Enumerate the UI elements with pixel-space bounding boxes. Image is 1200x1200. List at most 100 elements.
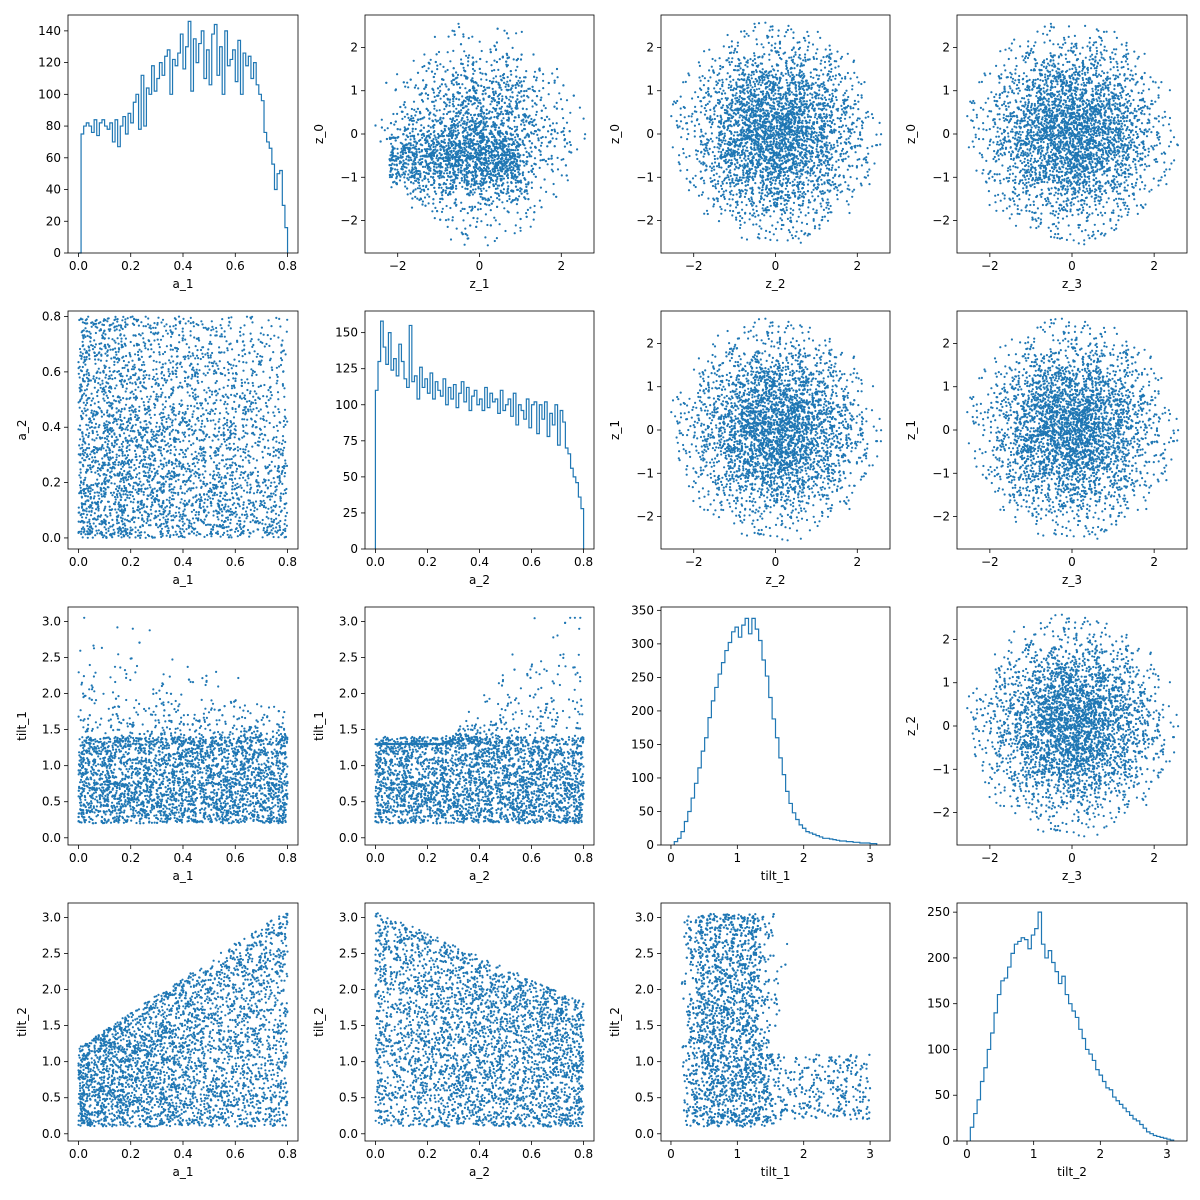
scatter-point — [439, 85, 441, 87]
scatter-point — [518, 195, 520, 197]
scatter-point — [477, 85, 479, 87]
scatter-point — [412, 144, 414, 146]
scatter-point — [463, 50, 465, 52]
scatter-point — [475, 120, 477, 122]
scatter-point — [438, 177, 440, 179]
scatter-point — [530, 118, 532, 120]
scatter-point — [471, 183, 473, 185]
scatter-point — [456, 136, 458, 138]
scatter-point — [407, 173, 409, 175]
scatter-point — [474, 102, 476, 104]
scatter-point — [452, 50, 454, 52]
scatter-point — [491, 159, 493, 161]
scatter-point — [518, 101, 520, 103]
scatter-point — [523, 165, 525, 167]
scatter-point — [501, 201, 503, 203]
scatter-point — [471, 63, 473, 65]
scatter-point — [536, 77, 538, 79]
scatter-point — [564, 146, 566, 148]
scatter-point — [480, 208, 482, 210]
scatter-point — [418, 148, 420, 150]
scatter-point — [496, 124, 498, 126]
scatter-point — [493, 69, 495, 71]
scatter-point — [479, 72, 481, 74]
scatter-point — [411, 108, 413, 110]
y-tick-label: 60 — [46, 151, 61, 165]
scatter-point — [471, 124, 473, 126]
scatter-point — [446, 113, 448, 115]
scatter-point — [404, 86, 406, 88]
scatter-point — [523, 90, 525, 92]
scatter-point — [530, 226, 532, 228]
scatter-point — [433, 105, 435, 107]
scatter-point — [422, 200, 424, 202]
scatter-point — [482, 98, 484, 100]
scatter-point — [463, 181, 465, 183]
y-tick-label: 0 — [53, 246, 61, 260]
scatter-point — [396, 148, 398, 150]
scatter-point — [455, 108, 457, 110]
scatter-point — [401, 148, 403, 150]
scatter-point — [423, 135, 425, 137]
scatter-point — [526, 156, 528, 158]
scatter-point — [492, 107, 494, 109]
scatter-point — [492, 200, 494, 202]
scatter-point — [542, 87, 544, 89]
scatter-point — [560, 98, 562, 100]
scatter-point — [396, 169, 398, 171]
scatter-point — [533, 133, 535, 135]
scatter-point — [457, 125, 459, 127]
scatter-point — [434, 73, 436, 75]
scatter-point — [548, 93, 550, 95]
scatter-point — [460, 124, 462, 126]
scatter-point — [476, 107, 478, 109]
x-tick-label: 0.0 — [69, 259, 88, 273]
x-tick-label: 0.8 — [278, 259, 297, 273]
scatter-point — [462, 219, 464, 221]
scatter-point — [428, 202, 430, 204]
scatter-point — [515, 163, 517, 165]
scatter-point — [457, 123, 459, 125]
scatter-point — [532, 89, 534, 91]
scatter-point — [461, 186, 463, 188]
scatter-point — [456, 119, 458, 121]
scatter-point — [496, 197, 498, 199]
scatter-point — [399, 128, 401, 130]
scatter-point — [442, 208, 444, 210]
scatter-point — [459, 182, 461, 184]
scatter-point — [436, 149, 438, 151]
scatter-point — [419, 94, 421, 96]
scatter-point — [428, 67, 430, 69]
scatter-point — [410, 115, 412, 117]
scatter-point — [445, 167, 447, 169]
scatter-point — [404, 101, 406, 103]
scatter-point — [445, 163, 447, 165]
scatter-point — [492, 170, 494, 172]
scatter-point — [473, 178, 475, 180]
scatter-point — [445, 85, 447, 87]
scatter-point — [483, 188, 485, 190]
scatter-point — [523, 124, 525, 126]
scatter-point — [460, 74, 462, 76]
scatter-point — [439, 184, 441, 186]
scatter-point — [458, 121, 460, 123]
scatter-point — [569, 141, 571, 143]
y-tick-label: 40 — [46, 183, 61, 197]
scatter-point — [465, 164, 467, 166]
scatter-point — [557, 132, 559, 134]
scatter-point — [476, 140, 478, 142]
scatter-point — [475, 61, 477, 63]
scatter-point — [525, 70, 527, 72]
scatter-point — [447, 175, 449, 177]
scatter-point — [394, 168, 396, 170]
panel-r0c0: 0.0 0.2 0.4 0.6 0.8020406080100120140a_1 — [38, 15, 298, 291]
scatter-point — [520, 230, 522, 232]
scatter-point — [489, 48, 491, 50]
scatter-point — [515, 224, 517, 226]
scatter-point — [453, 150, 455, 152]
scatter-point — [497, 69, 499, 71]
scatter-point — [439, 63, 441, 65]
scatter-point — [411, 207, 413, 209]
scatter-point — [404, 126, 406, 128]
scatter-point — [508, 195, 510, 197]
